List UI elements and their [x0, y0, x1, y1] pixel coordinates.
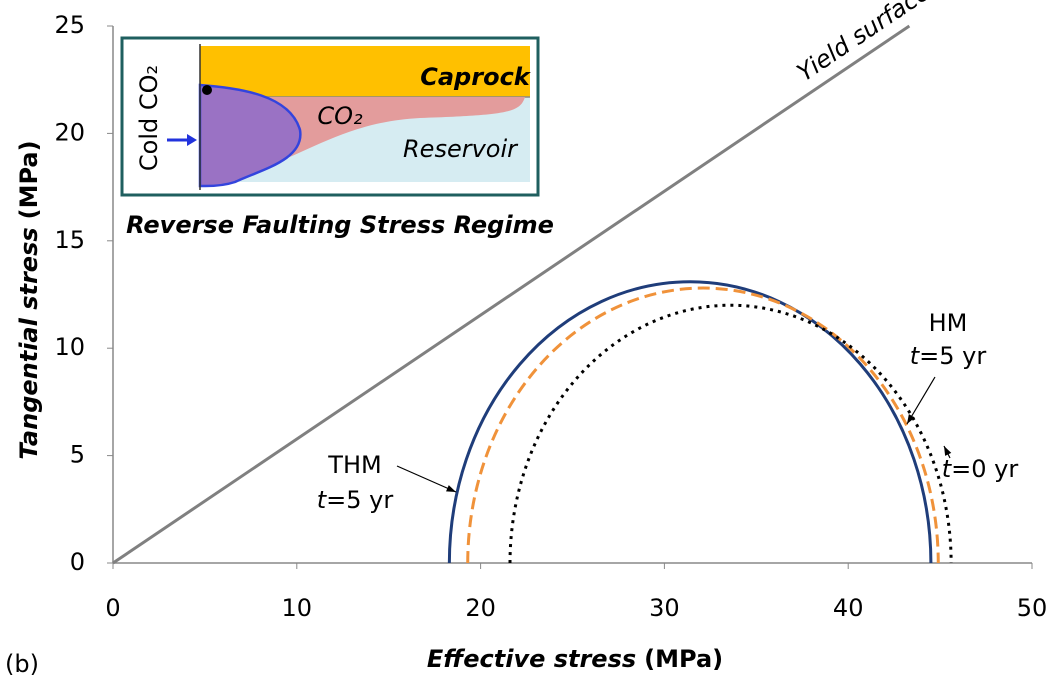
caprock-layer	[200, 46, 530, 97]
caprock-label: Caprock	[420, 63, 532, 91]
y-tick-label: 20	[54, 118, 85, 146]
time-value: =5 yr	[326, 486, 393, 514]
x-axis-title: Effective stress	[427, 645, 636, 673]
mohr-circle	[508, 303, 953, 564]
y-axis-unit: (MPa)	[15, 140, 43, 219]
y-tick-label: 0	[70, 548, 85, 576]
y-axis-title: Tangential stress	[15, 227, 43, 459]
mohr-circle	[466, 286, 940, 564]
time-variable: t	[317, 486, 328, 514]
inset-title: Reverse Faulting Stress Regime	[126, 211, 554, 239]
mohr-circle	[447, 280, 933, 564]
x-axis-unit: (MPa)	[644, 645, 723, 673]
x-tick-label: 40	[833, 594, 864, 622]
annotation-arrowhead	[446, 485, 456, 492]
x-axis-label: Effective stress (MPa)	[427, 645, 723, 673]
injection-arrowhead	[187, 134, 197, 146]
time-variable: t	[942, 455, 953, 483]
circle-time: t=5 yr	[910, 342, 987, 370]
time-value: =5 yr	[919, 342, 986, 370]
cold-front	[198, 83, 302, 188]
circle-time: t=5 yr	[317, 486, 394, 514]
circle-name: HM	[929, 309, 968, 337]
yield-label: Yield surface	[792, 0, 935, 87]
monitor-point	[202, 85, 212, 95]
y-axis-label: Tangential stress (MPa)	[15, 140, 43, 459]
time-variable: t	[910, 342, 921, 370]
injection-label: Cold CO₂	[135, 65, 163, 171]
y-tick-label: 25	[54, 11, 85, 39]
panel-label: (b)	[5, 650, 39, 677]
x-tick-label: 0	[105, 594, 120, 622]
plume-label: CO₂	[317, 102, 363, 130]
time-value: =0 yr	[951, 455, 1018, 483]
annotation-line	[396, 465, 457, 493]
y-tick-label: 5	[70, 441, 85, 469]
annotation-arrowhead	[907, 414, 915, 424]
reservoir-label: Reservoir	[403, 135, 519, 163]
x-tick-label: 20	[465, 594, 496, 622]
x-tick-label: 30	[649, 594, 680, 622]
y-tick-label: 15	[54, 226, 85, 254]
inset: Caprock CO₂ Reservoir Cold CO₂ Reverse F…	[120, 36, 554, 239]
x-tick-label: 10	[282, 594, 313, 622]
x-tick-label: 50	[1017, 594, 1048, 622]
y-tick-label: 10	[54, 333, 85, 361]
circle-time: t=0 yr	[942, 455, 1019, 483]
yield-line	[112, 24, 911, 565]
annotation-arrowhead	[944, 446, 952, 456]
circle-name: THM	[327, 451, 381, 479]
